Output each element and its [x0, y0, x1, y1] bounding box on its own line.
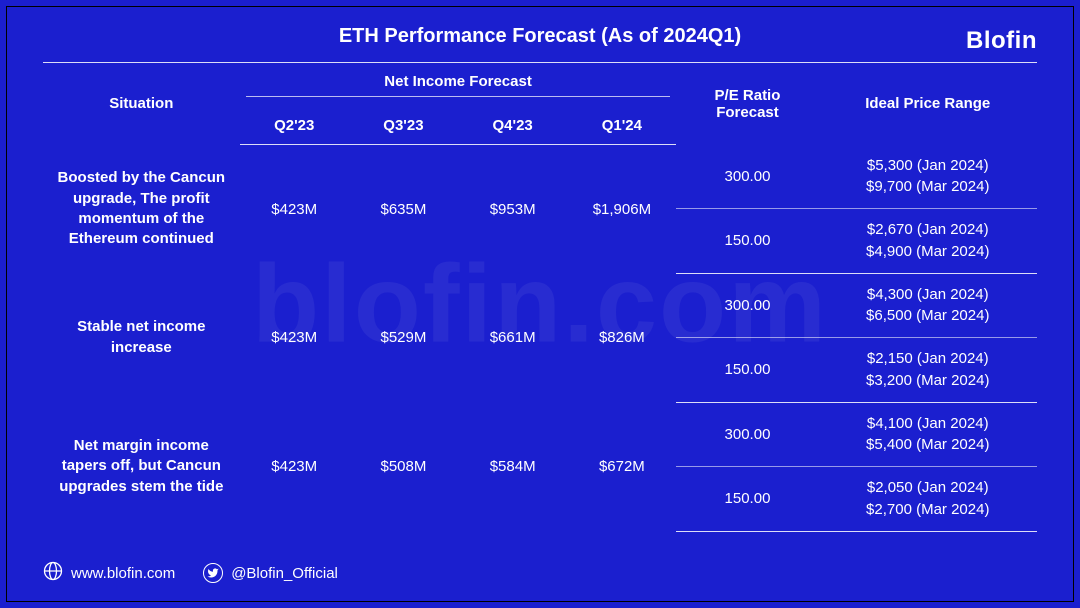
q3-cell: $635M [349, 145, 458, 274]
price-line: $4,900 (Mar 2024) [826, 241, 1029, 263]
q4-cell: $661M [458, 273, 567, 402]
report-frame: blofin.com Blofin ETH Performance Foreca… [6, 6, 1074, 602]
price-line: $5,400 (Mar 2024) [826, 434, 1029, 456]
price-line: $4,300 (Jan 2024) [826, 284, 1029, 306]
q4-cell: $584M [458, 402, 567, 531]
twitter-link[interactable]: @Blofin_Official [203, 563, 338, 583]
situation-cell: Net margin income tapers off, but Cancun… [43, 402, 240, 531]
q2-cell: $423M [240, 145, 349, 274]
price-line: $3,200 (Mar 2024) [826, 370, 1029, 392]
price-cell: $2,050 (Jan 2024) $2,700 (Mar 2024) [818, 467, 1037, 532]
website-text: www.blofin.com [71, 565, 175, 582]
price-line: $2,150 (Jan 2024) [826, 348, 1029, 370]
price-line: $4,100 (Jan 2024) [826, 413, 1029, 435]
situation-cell: Stable net income increase [43, 273, 240, 402]
q3-cell: $529M [349, 273, 458, 402]
price-cell: $2,670 (Jan 2024) $4,900 (Mar 2024) [818, 209, 1037, 274]
col-q2: Q2'23 [240, 107, 349, 145]
forecast-table: Situation Net Income Forecast P/E Ratio … [43, 62, 1037, 532]
price-line: $5,300 (Jan 2024) [826, 155, 1029, 177]
price-cell: $2,150 (Jan 2024) $3,200 (Mar 2024) [818, 338, 1037, 403]
pe-cell: 300.00 [676, 273, 818, 338]
q1-cell: $1,906M [567, 145, 676, 274]
price-line: $2,670 (Jan 2024) [826, 219, 1029, 241]
q4-cell: $953M [458, 145, 567, 274]
price-cell: $5,300 (Jan 2024) $9,700 (Mar 2024) [818, 145, 1037, 209]
q1-cell: $672M [567, 402, 676, 531]
col-pe: P/E Ratio Forecast [676, 63, 818, 145]
price-line: $6,500 (Mar 2024) [826, 305, 1029, 327]
col-situation: Situation [43, 63, 240, 145]
q1-cell: $826M [567, 273, 676, 402]
report-title: ETH Performance Forecast (As of 2024Q1) [43, 25, 1037, 48]
price-line: $2,050 (Jan 2024) [826, 477, 1029, 499]
col-q4: Q4'23 [458, 107, 567, 145]
pe-cell: 150.00 [676, 209, 818, 274]
q3-cell: $508M [349, 402, 458, 531]
col-group-forecast: Net Income Forecast [240, 63, 677, 108]
pe-cell: 300.00 [676, 145, 818, 209]
twitter-handle: @Blofin_Official [231, 565, 338, 582]
brand-logo: Blofin [966, 27, 1037, 55]
col-price-range: Ideal Price Range [818, 63, 1037, 145]
price-line: $9,700 (Mar 2024) [826, 176, 1029, 198]
price-cell: $4,100 (Jan 2024) $5,400 (Mar 2024) [818, 402, 1037, 467]
twitter-icon [203, 563, 223, 583]
pe-cell: 300.00 [676, 402, 818, 467]
footer: www.blofin.com @Blofin_Official [43, 551, 1037, 585]
q2-cell: $423M [240, 273, 349, 402]
col-group-label: Net Income Forecast [246, 73, 671, 97]
q2-cell: $423M [240, 402, 349, 531]
situation-cell: Boosted by the Cancun upgrade, The profi… [43, 145, 240, 274]
price-cell: $4,300 (Jan 2024) $6,500 (Mar 2024) [818, 273, 1037, 338]
price-line: $2,700 (Mar 2024) [826, 499, 1029, 521]
pe-cell: 150.00 [676, 338, 818, 403]
website-link[interactable]: www.blofin.com [43, 561, 175, 585]
globe-icon [43, 561, 63, 585]
col-q1: Q1'24 [567, 107, 676, 145]
pe-cell: 150.00 [676, 467, 818, 532]
col-q3: Q3'23 [349, 107, 458, 145]
